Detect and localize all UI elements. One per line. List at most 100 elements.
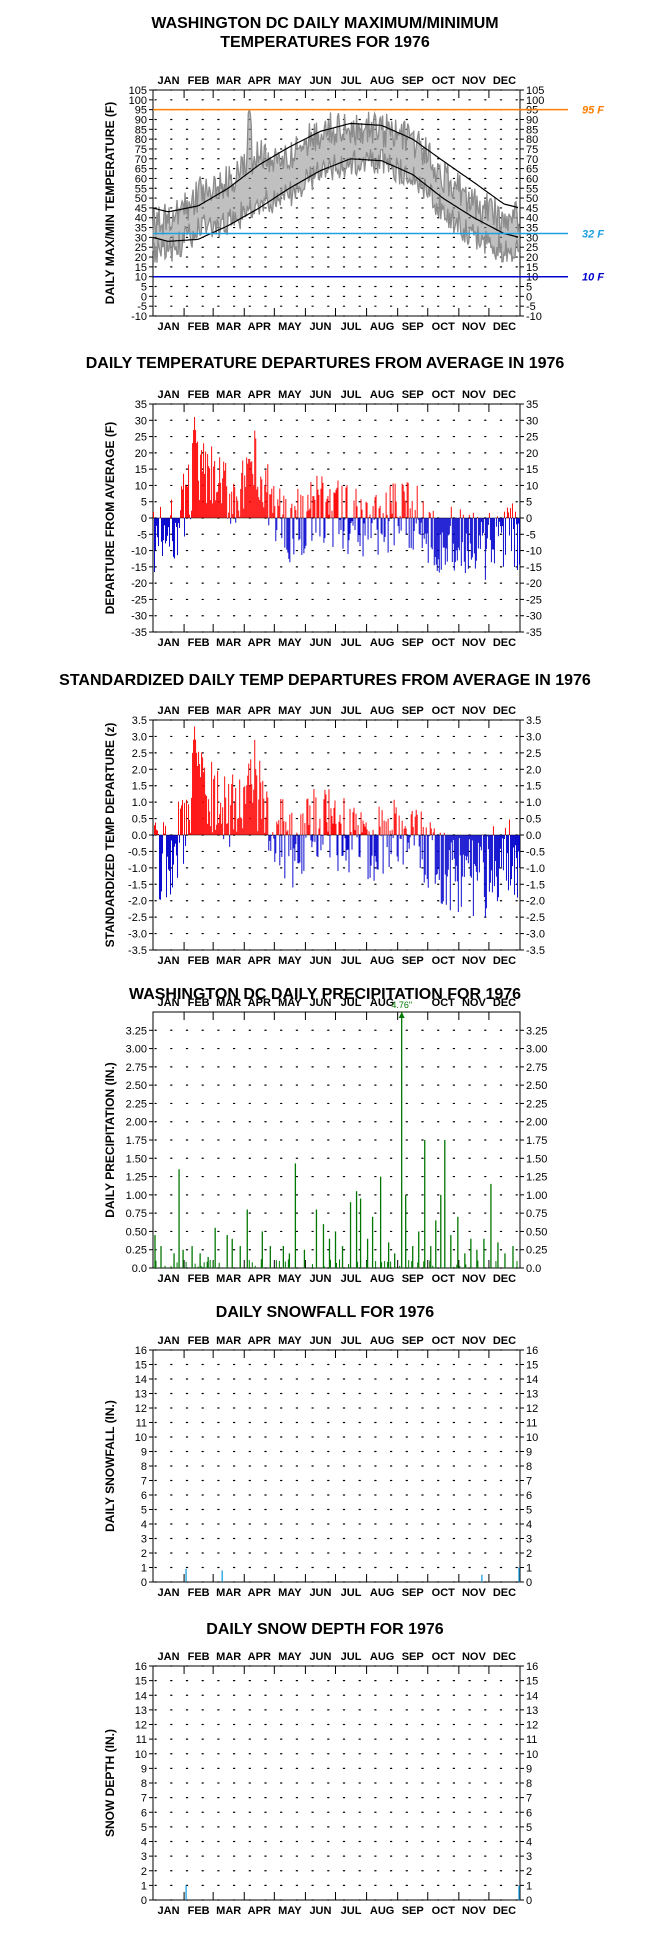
- precip-plot-area: [152, 1011, 521, 1269]
- standardized-bar: [415, 809, 417, 835]
- departures-title: DAILY TEMPERATURE DEPARTURES FROM AVERAG…: [86, 355, 565, 372]
- departures-chart: DAILY TEMPERATURE DEPARTURES FROM AVERAG…: [86, 355, 565, 649]
- standardized-bar: [449, 835, 451, 911]
- standardized-bar: [357, 825, 359, 835]
- standardized-bar: [444, 835, 446, 875]
- snowdepth-month-label-top: JUL: [341, 1651, 362, 1663]
- departures-bar: [460, 518, 462, 566]
- precip-ytick-label-left: 0.0: [132, 1263, 147, 1275]
- temps-ytick-label-left: 90: [135, 114, 147, 126]
- standardized-bar: [286, 831, 288, 835]
- departures-bar: [434, 518, 436, 557]
- standardized-ytick-label-left: -2.0: [128, 896, 147, 908]
- standardized-bar: [164, 833, 165, 835]
- precip-ytick-label-left: 0.25: [126, 1245, 147, 1257]
- precip-ytick-label-left: 2.25: [126, 1098, 147, 1110]
- snowdepth-month-label-bottom: FEB: [188, 1905, 210, 1917]
- snowdepth-ytick-label-right: 10: [526, 1749, 538, 1761]
- standardized-bar: [268, 835, 270, 851]
- standardized-month-label-bottom: DEC: [493, 955, 516, 967]
- departures-bar: [393, 518, 395, 546]
- departures-bar: [383, 518, 385, 543]
- departures-bar: [507, 512, 509, 518]
- standardized-bar: [489, 835, 491, 883]
- departures-bar: [371, 518, 373, 524]
- temps-month-label-top: FEB: [188, 75, 210, 87]
- standardized-bar: [213, 779, 215, 835]
- precip-ytick-label-right: 1.50: [526, 1153, 547, 1165]
- standardized-bar: [190, 832, 192, 835]
- snowfall-month-label-top: FEB: [188, 1335, 210, 1347]
- standardized-bar: [334, 800, 336, 835]
- precip-ytick-label-left: 0.50: [126, 1226, 147, 1238]
- temps-ytick-label-left: 55: [135, 183, 147, 195]
- departures-bar: [248, 458, 250, 518]
- departures-bar: [451, 518, 453, 563]
- departures-bar: [208, 466, 210, 518]
- precip-month-label-top: AUG: [370, 997, 394, 1009]
- standardized-bar: [248, 763, 250, 835]
- standardized-bar: [314, 835, 316, 842]
- departures-ytick-label-right: -30: [526, 611, 542, 623]
- departures-month-label-bottom: APR: [248, 637, 271, 649]
- departures-bar: [184, 518, 186, 537]
- standardized-bar: [372, 829, 374, 835]
- snowfall-ytick-label-right: 2: [526, 1548, 532, 1560]
- precip-ytick-label-left: 1.25: [126, 1172, 147, 1184]
- standardized-bar: [442, 835, 444, 902]
- departures-bar: [510, 518, 512, 552]
- departures-bar: [283, 495, 285, 518]
- departures-bar: [328, 514, 330, 518]
- standardized-bar: [469, 835, 471, 877]
- departures-ytick-label-right: 25: [526, 432, 538, 444]
- standardized-bar: [353, 807, 355, 835]
- standardized-month-label-bottom: FEB: [188, 955, 210, 967]
- standardized-bar: [403, 828, 405, 835]
- snowdepth-ytick-label-left: 14: [135, 1690, 147, 1702]
- departures-bar: [375, 495, 377, 518]
- snowdepth-month-label-top: JAN: [158, 1651, 180, 1663]
- standardized-bar: [509, 835, 511, 886]
- standardized-bar: [197, 766, 199, 835]
- precip-month-label-bottom: MAY: [278, 1273, 302, 1285]
- departures-bar: [305, 518, 307, 546]
- departures-bar: [204, 473, 206, 518]
- standardized-bar: [179, 835, 181, 843]
- departures-month-label-top: SEP: [402, 389, 424, 401]
- standardized-month-label-top: AUG: [370, 705, 394, 717]
- departures-bar: [247, 463, 249, 518]
- departures-bar: [233, 483, 235, 518]
- snowfall-month-label-bottom: DEC: [493, 1587, 516, 1599]
- standardized-bar: [157, 830, 158, 835]
- standardized-bar: [441, 835, 443, 904]
- departures-bar: [372, 506, 374, 518]
- departures-bar: [243, 508, 245, 518]
- departures-bar: [469, 518, 471, 544]
- departures-ytick-label-right: 10: [526, 480, 538, 492]
- departures-bar: [477, 518, 479, 549]
- standardized-bar: [264, 832, 266, 835]
- departures-bar: [303, 518, 305, 554]
- standardized-bar: [373, 835, 375, 881]
- standardized-bar: [195, 739, 197, 835]
- departures-bar: [352, 518, 354, 526]
- departures-bar: [311, 518, 313, 541]
- standardized-month-label-top: JAN: [158, 705, 180, 717]
- standardized-bar: [169, 835, 170, 871]
- standardized-bar: [256, 775, 258, 835]
- temps-daily-max-line: [152, 109, 520, 238]
- departures-bar: [410, 518, 412, 549]
- standardized-month-label-top: MAR: [216, 705, 241, 717]
- standardized-bar: [295, 835, 297, 845]
- standardized-bar: [214, 775, 216, 835]
- standardized-bar: [416, 814, 418, 835]
- temps-ytick-label-right: 30: [526, 232, 538, 244]
- snowfall-ytick-label-right: 5: [526, 1505, 532, 1517]
- standardized-ytick-label-left: -3.5: [128, 945, 147, 957]
- standardized-chart: STANDARDIZED DAILY TEMP DEPARTURES FROM …: [59, 672, 591, 967]
- departures-bar: [457, 518, 459, 548]
- standardized-bar: [376, 835, 378, 870]
- departures-bar: [228, 512, 230, 518]
- standardized-bar: [459, 835, 461, 856]
- temps-ref-label-10: 10 F: [582, 272, 604, 284]
